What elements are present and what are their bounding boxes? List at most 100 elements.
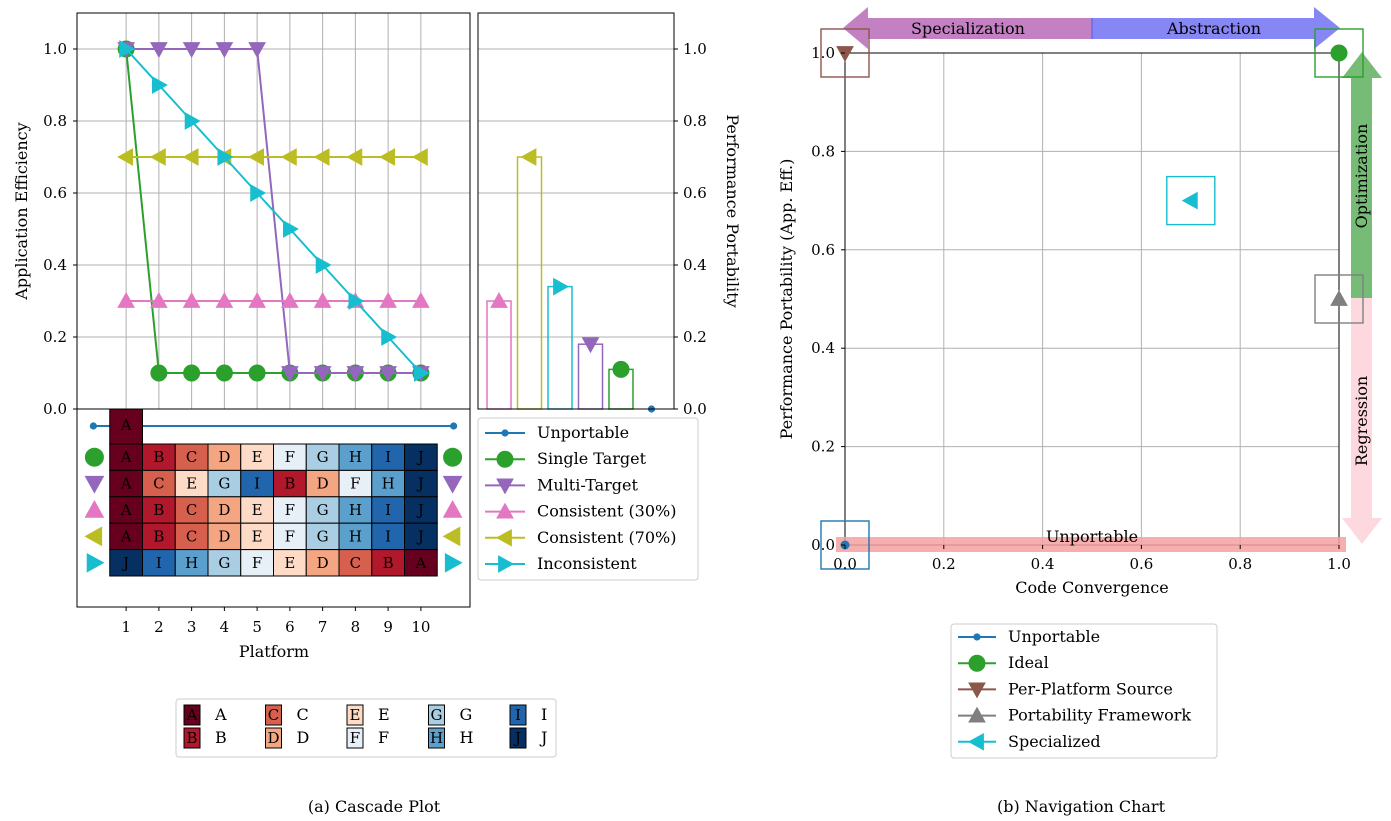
rank-cell-label: G [218,475,230,493]
navigation-x-axis-label: Code Convergence [1015,578,1168,597]
rank-cell-label: C [153,475,164,493]
nav-x-tick-label: 0.4 [1031,555,1055,573]
platform-legend-label: H [460,728,474,747]
point-inconsistent [217,148,234,166]
cascade-y-ticks: 0.0 0.2 0.4 0.6 0.8 1.0 [43,40,77,418]
platform-swatch-letter: I [515,706,521,724]
rank-cell-label: H [349,448,362,466]
navigation-grid [844,52,1340,546]
x-tick-label: 6 [285,618,295,636]
rank-cell-label: B [284,475,295,493]
cascade-y-axis-label: Application Efficiency [12,122,31,300]
abstraction-arrow [1092,7,1340,49]
platform-swatch [346,704,364,726]
point-inconsistent [184,112,201,130]
rank-cell-label: F [285,501,295,519]
rank-cell [207,443,242,471]
legend-marker-consistent70 [495,528,512,547]
rank-cell-label: G [317,501,329,519]
abstraction-label: Abstraction [1166,19,1261,38]
pp-tick-label: 0.4 [683,256,707,274]
navigation-legend: Unportable Ideal Per-Platform Source Portab… [950,623,1218,759]
nav-y-tick-label: 0.2 [811,438,835,456]
x-tick-label: 1 [121,618,131,636]
rank-cell-label: C [186,527,197,545]
pp-bar-multi_target [577,343,604,410]
rank-cell [305,522,340,551]
platform-swatch [428,727,445,749]
platform-legend-label: C [297,705,309,724]
platform-legend-label: G [460,705,473,724]
rank-cell-label: A [120,527,132,545]
pp-bar-inconsistent [547,285,573,410]
x-tick-label: 3 [187,618,197,636]
point-consistent70 [248,148,265,166]
highlight-box-framework [1314,274,1364,324]
nav-x-tick-label: 1.0 [1327,555,1351,573]
rank-cell-label: I [254,475,260,493]
rank-cell-label: F [350,475,360,493]
y-tick-label: 1.0 [43,40,67,58]
platform-swatch [346,727,364,749]
point-consistent70 [182,148,199,166]
regression-arrow [1342,298,1382,544]
rank-cell-label: H [382,475,395,493]
platform-swatch [183,727,201,749]
pp-tick-label: 1.0 [683,40,707,58]
rank-cell-label: B [153,501,164,519]
nav-legend-label-framework: Portability Framework [1008,706,1191,725]
nav-y-tick-label: 1.0 [811,44,835,62]
platform-legend-label: I [541,705,547,724]
rank-cell-label: F [285,527,295,545]
point-consistent70 [149,148,166,166]
rank-cell [240,549,274,577]
rank-cell-label: H [349,527,362,545]
point-consistent30 [281,291,299,308]
highlight-box-unportable [820,520,870,570]
nav-x-tick-label: 0.0 [833,555,857,573]
highlight-box-single_target [1314,28,1364,78]
rank-cell-label: C [186,448,197,466]
cascade-x-ticks: 1 2 3 4 5 6 7 8 9 10 [121,607,430,636]
platform-swatch [183,704,201,726]
pp-marker-multi_target [581,337,600,354]
point-inconsistent [282,220,299,238]
rank-cell-label: I [385,527,391,545]
navigation-y-axis-label: Performance Portability (App. Eff.) [777,159,796,440]
legend-label-consistent30: Consistent (30%) [537,502,676,521]
specialization-label: Specialization [911,19,1025,38]
navigation-points [820,28,1364,570]
rank-row-marker-right-consistent30 [442,499,463,518]
nav-y-tick-label: 0.0 [811,536,835,554]
platform-legend-label: E [378,705,390,724]
rank-row-marker-right-consistent70 [442,526,461,547]
rank-cell-label: G [218,554,230,572]
rank-cell-label: E [252,501,263,519]
point-single_target [248,364,266,382]
nav-legend-marker-single_target [968,654,986,672]
platform-swatch-letter: D [267,729,279,747]
nav-legend-label-per_platform: Per-Platform Source [1008,679,1173,698]
rank-cell-label: F [285,448,295,466]
rank-cell-label: A [120,501,132,519]
nav-y-tick-label: 0.4 [811,339,835,357]
rank-cell-label: A [414,554,426,572]
point-consistent30 [182,291,201,308]
platform-swatch-letter: C [268,706,279,724]
rank-cell-label: E [284,554,295,572]
pp-tick-label: 0.0 [683,400,707,418]
nav-point-single_target [1330,44,1348,62]
rank-row-marker-right-multi_target [442,475,463,494]
rank-cell-label: A [120,448,132,466]
pp-tick-label: 0.2 [683,328,707,346]
point-consistent30 [215,291,234,308]
rank-cell-label: A [120,475,132,493]
optimization-label: Optimization [1352,124,1371,229]
platform-swatch-letter: E [350,706,361,724]
y-tick-label: 0.6 [43,184,67,202]
rank-cell-label: I [385,501,391,519]
series-line-inconsistent [125,48,422,374]
cascade-efficiency-panel: 0.0 0.2 0.4 0.6 0.8 1.0 Application Efficienc… [12,12,471,418]
rank-cell [207,496,242,524]
